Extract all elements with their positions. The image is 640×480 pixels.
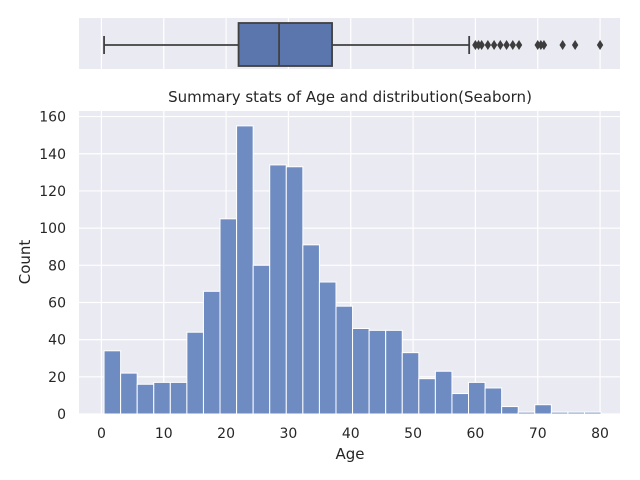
outlier-marker (559, 40, 566, 50)
y-tick-label: 20 (48, 370, 66, 386)
outlier-marker (484, 40, 492, 50)
histogram-bar (583, 411, 602, 415)
histogram-bar (236, 125, 254, 415)
histogram-bar (418, 378, 436, 415)
outlier-marker (503, 40, 510, 50)
outlier-marker (571, 40, 579, 50)
chart-title: Summary stats of Age and distribution(Se… (168, 88, 532, 106)
histogram-bar (534, 404, 552, 415)
x-tick-label: 10 (155, 426, 173, 442)
histogram-bar (567, 411, 585, 415)
x-tick-label: 70 (529, 426, 547, 442)
histogram-bar (136, 383, 155, 415)
histogram-bar (219, 218, 238, 415)
histogram-grid (79, 111, 620, 415)
histogram-bar (318, 281, 337, 415)
histogram-bar (252, 264, 271, 415)
histogram-bar (451, 393, 470, 415)
histogram-bar (517, 411, 536, 415)
histogram-bar (202, 290, 221, 415)
boxplot-marks (103, 22, 604, 67)
x-tick-label: 50 (404, 426, 422, 442)
x-tick-label: 20 (217, 426, 235, 442)
histogram-bar (484, 387, 503, 415)
y-tick-label: 0 (57, 407, 66, 423)
histogram-bar (352, 327, 370, 415)
histogram-bar (285, 166, 304, 415)
y-axis-label: Count (16, 240, 34, 285)
outlier-marker (540, 40, 548, 50)
histogram-bar (302, 244, 320, 415)
histogram-bar (368, 329, 387, 415)
histogram-bar (501, 406, 519, 415)
y-tick-label: 120 (39, 184, 66, 200)
outlier-marker (497, 40, 504, 50)
y-tick-label: 160 (39, 110, 66, 126)
histogram-bar (335, 305, 354, 415)
histogram-bar (550, 411, 569, 415)
y-tick-label: 60 (48, 295, 66, 311)
histogram-bar (385, 329, 403, 415)
histogram-bar (153, 381, 171, 415)
x-tick-labels: 0 10 20 30 40 50 60 70 80 (97, 426, 609, 442)
histogram-bar (186, 331, 204, 415)
x-tick-label: 60 (466, 426, 484, 442)
outlier-marker (478, 40, 485, 50)
histogram-bar (269, 164, 287, 415)
boxplot-axes (79, 18, 620, 69)
histogram-bar (401, 352, 420, 415)
outlier-marker (515, 40, 523, 50)
y-tick-label: 40 (48, 333, 66, 349)
histogram-axes: Summary stats of Age and distribution(Se… (16, 88, 620, 463)
x-tick-label: 80 (591, 426, 609, 442)
x-tick-label: 0 (97, 426, 106, 442)
iqr-box (237, 22, 333, 67)
boxplot-background (79, 18, 620, 69)
x-tick-label: 40 (342, 426, 360, 442)
outlier-marker (509, 40, 516, 50)
histogram-bar (103, 350, 122, 415)
y-tick-label: 100 (39, 221, 66, 237)
outlier-marker (596, 40, 604, 50)
x-tick-label: 30 (280, 426, 298, 442)
histogram-bar (169, 381, 188, 415)
histogram-bar (468, 381, 486, 415)
histogram-bars (103, 125, 602, 415)
histogram-bar (434, 370, 453, 415)
y-tick-label: 80 (48, 258, 66, 274)
y-tick-labels: 0 20 40 60 80 100 120 140 160 (39, 110, 66, 423)
y-tick-label: 140 (39, 147, 66, 163)
outlier-marker (490, 40, 498, 50)
histogram-bar (120, 372, 138, 415)
x-axis-label: Age (335, 445, 364, 463)
